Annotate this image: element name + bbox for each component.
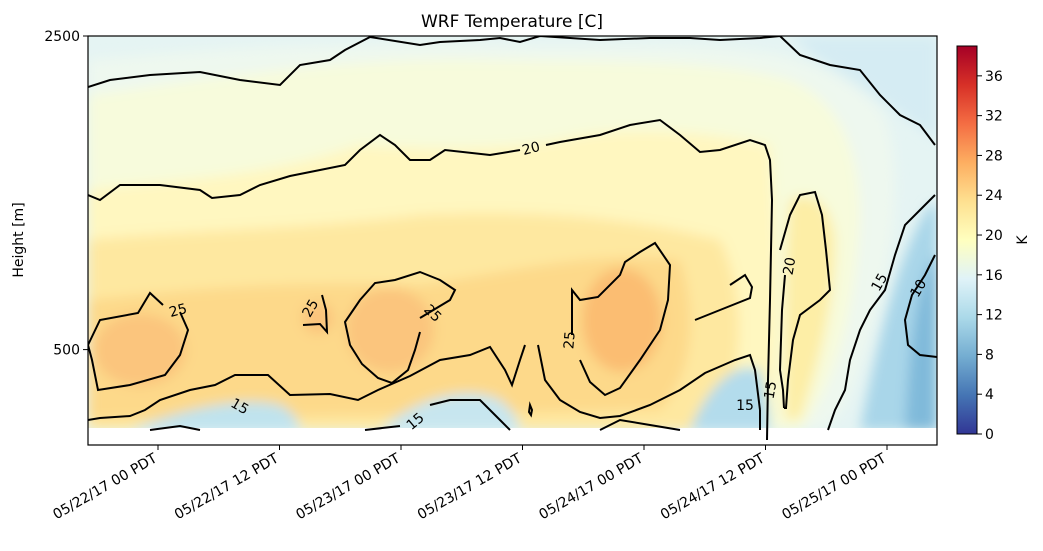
colorbar-tick-label: 24 xyxy=(985,188,1003,204)
contour-10 xyxy=(903,254,937,358)
contour-label: 25 xyxy=(168,301,189,321)
field-bands xyxy=(88,36,937,431)
colorbar-tick-label: 4 xyxy=(985,387,994,403)
contour-20-late xyxy=(778,190,832,409)
colorbar-tick-label: 20 xyxy=(985,228,1003,244)
contour-label: 15 xyxy=(762,380,781,400)
contour-label: 15 xyxy=(868,271,891,294)
x-tick-label: 05/24/17 00 PDT xyxy=(536,450,646,523)
y-tick-label: 500 xyxy=(53,343,80,359)
plot-frame xyxy=(87,35,938,446)
colorbar-tick-label: 32 xyxy=(985,109,1003,125)
x-axis: 05/22/17 00 PDT 05/22/17 12 PDT 05/23/17 0… xyxy=(50,445,889,523)
cool-lower-1 xyxy=(130,401,300,430)
cold-right xyxy=(905,255,937,430)
colorbar-tick-label: 8 xyxy=(985,347,994,363)
cool-lower-3 xyxy=(690,367,770,430)
contour-20 xyxy=(88,118,774,441)
contour-label: 20 xyxy=(521,139,542,159)
y-tick-label: 2500 xyxy=(44,29,80,45)
cool-lower-2 xyxy=(380,393,520,430)
contour-label: 25 xyxy=(299,297,322,320)
colorbar xyxy=(956,45,978,435)
below-ground-mask xyxy=(88,428,937,445)
contour-label: 10 xyxy=(907,277,930,300)
contour-label: 15 xyxy=(736,398,754,414)
temperature-field xyxy=(88,36,937,445)
contour-15-d xyxy=(364,399,511,431)
contour-label: 20 xyxy=(781,256,800,276)
chart-title: WRF Temperature [C] xyxy=(421,12,603,32)
y-axis-label: Height [m] xyxy=(11,202,27,277)
contour-15-c xyxy=(599,410,761,431)
warm-core-2 xyxy=(346,288,434,372)
contour-25-a xyxy=(88,291,190,392)
contour-25-c xyxy=(343,270,457,385)
colorbar-tick-label: 12 xyxy=(985,308,1003,324)
colorbar-axis: 0 4 8 12 16 20 24 28 32 36 xyxy=(977,69,1003,443)
contour-15-right xyxy=(827,194,936,431)
x-tick-label: 05/23/17 00 PDT xyxy=(293,450,403,523)
contour-15-e xyxy=(149,424,201,431)
contour-top xyxy=(88,36,936,146)
contour-15-a xyxy=(88,344,761,421)
contour-15-f xyxy=(527,401,534,418)
contour-25-d xyxy=(571,241,672,397)
colorbar-tick-label: 36 xyxy=(985,69,1003,85)
x-tick-label: 05/22/17 12 PDT xyxy=(172,450,282,523)
contour-label: 15 xyxy=(228,395,251,418)
warm-core-3 xyxy=(582,268,662,372)
contour-15-b xyxy=(694,273,754,321)
contours xyxy=(88,36,937,441)
colorbar-tick-label: 16 xyxy=(985,268,1003,284)
contour-25-b xyxy=(302,294,329,335)
warm-core-1 xyxy=(94,314,186,386)
contour-label: 25 xyxy=(561,331,578,350)
x-tick-label: 05/23/17 12 PDT xyxy=(415,450,525,523)
colorbar-tick-label: 28 xyxy=(985,148,1003,164)
x-tick-label: 05/25/17 00 PDT xyxy=(779,450,889,523)
colorbar-label: K xyxy=(1015,235,1031,245)
y-axis: 500 2500 xyxy=(44,29,88,359)
cool-top-right xyxy=(790,36,937,140)
x-tick-label: 05/22/17 00 PDT xyxy=(50,450,160,523)
colorbar-tick-label: 0 xyxy=(985,427,994,443)
x-tick-label: 05/24/17 12 PDT xyxy=(658,450,768,523)
